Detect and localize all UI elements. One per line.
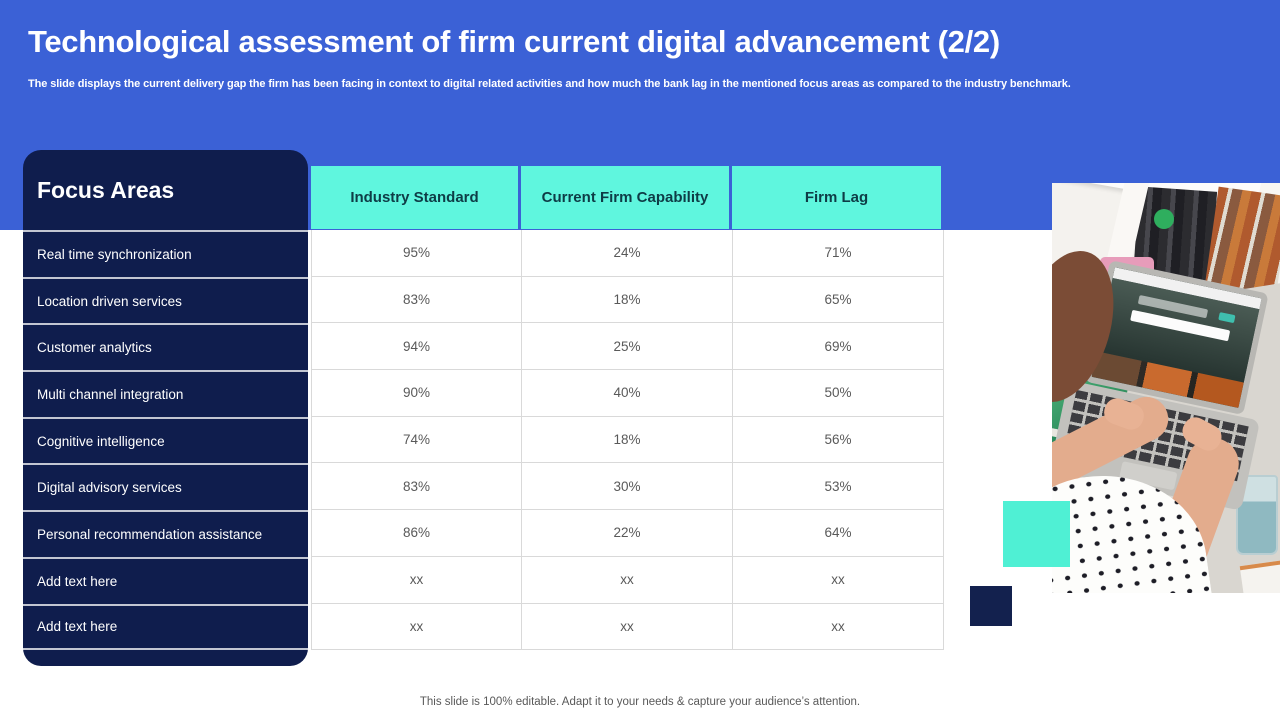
focus-areas-header: Focus Areas <box>37 177 175 203</box>
cell-industry-standard: 74% <box>311 416 522 464</box>
column-header-firm-lag: Firm Lag <box>732 166 941 229</box>
cell-industry-standard: 86% <box>311 510 522 557</box>
cell-current-firm-capability: xx <box>522 603 733 651</box>
cell-current-firm-capability: 18% <box>522 276 733 324</box>
cell-industry-standard: 83% <box>311 276 522 324</box>
table-row: Digital advisory services 83% 30% 53% <box>23 463 944 511</box>
cell-firm-lag: 53% <box>733 463 944 511</box>
cell-firm-lag: 50% <box>733 370 944 417</box>
cell-industry-standard: 95% <box>311 230 522 277</box>
row-label: Add text here <box>23 603 308 651</box>
cell-firm-lag: xx <box>733 556 944 604</box>
table-row: Add text here xx xx xx <box>23 556 944 604</box>
table-row: Add text here xx xx xx <box>23 603 944 651</box>
cell-industry-standard: 83% <box>311 463 522 511</box>
cell-industry-standard: 94% <box>311 323 522 371</box>
comparison-table: Real time synchronization 95% 24% 71% Lo… <box>23 230 944 651</box>
row-label: Cognitive intelligence <box>23 416 308 464</box>
row-label: Real time synchronization <box>23 230 308 277</box>
row-label: Multi channel integration <box>23 370 308 417</box>
cell-firm-lag: 65% <box>733 276 944 324</box>
cell-industry-standard: xx <box>311 556 522 604</box>
navy-accent-square <box>970 586 1012 626</box>
cell-industry-standard: xx <box>311 603 522 651</box>
teal-accent-square <box>1003 501 1070 567</box>
row-label: Personal recommendation assistance <box>23 510 308 557</box>
column-header-industry-standard: Industry Standard <box>311 166 518 229</box>
cell-current-firm-capability: 40% <box>522 370 733 417</box>
row-label: Customer analytics <box>23 323 308 370</box>
row-label: Location driven services <box>23 276 308 324</box>
slide-subtitle: The slide displays the current delivery … <box>28 78 1071 90</box>
cell-industry-standard: 90% <box>311 370 522 417</box>
cell-firm-lag: 71% <box>733 230 944 277</box>
photo-woman-typing-on-laptop <box>1052 183 1280 593</box>
cell-current-firm-capability: 24% <box>522 230 733 277</box>
cell-current-firm-capability: xx <box>522 556 733 604</box>
desk-cards <box>1239 560 1280 593</box>
column-header-current-firm-capability: Current Firm Capability <box>521 166 729 229</box>
cell-current-firm-capability: 18% <box>522 416 733 464</box>
cell-firm-lag: xx <box>733 603 944 651</box>
focus-areas-panel <box>23 150 308 666</box>
table-row: Cognitive intelligence 74% 18% 56% <box>23 416 944 464</box>
cell-current-firm-capability: 30% <box>522 463 733 511</box>
row-label: Add text here <box>23 556 308 604</box>
slide-title: Technological assessment of firm current… <box>28 24 1000 59</box>
table-row: Personal recommendation assistance 86% 2… <box>23 510 944 557</box>
table-row: Real time synchronization 95% 24% 71% <box>23 230 944 277</box>
editable-note: This slide is 100% editable. Adapt it to… <box>419 696 861 708</box>
cell-current-firm-capability: 22% <box>522 510 733 557</box>
cell-firm-lag: 56% <box>733 416 944 464</box>
table-row: Multi channel integration 90% 40% 50% <box>23 370 944 417</box>
table-row: Location driven services 83% 18% 65% <box>23 276 944 324</box>
table-row: Customer analytics 94% 25% 69% <box>23 323 944 371</box>
cell-firm-lag: 64% <box>733 510 944 557</box>
row-label: Digital advisory services <box>23 463 308 510</box>
book-logo <box>1154 209 1174 229</box>
cell-firm-lag: 69% <box>733 323 944 371</box>
cell-current-firm-capability: 25% <box>522 323 733 371</box>
